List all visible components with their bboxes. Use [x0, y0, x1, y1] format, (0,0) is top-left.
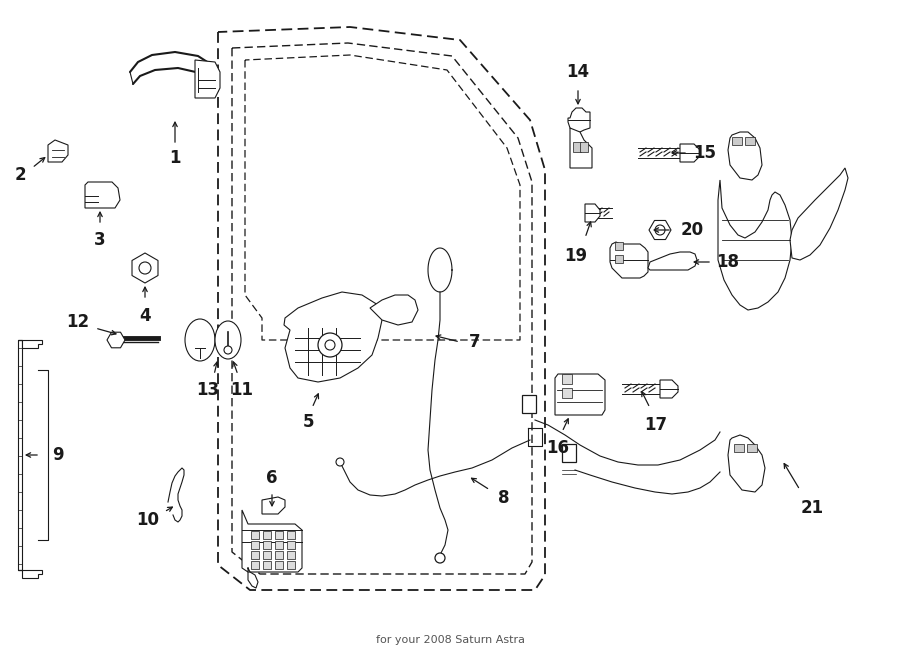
Bar: [732, 137, 742, 145]
Polygon shape: [728, 132, 762, 180]
Bar: [615, 255, 623, 263]
Bar: [522, 395, 536, 413]
Polygon shape: [195, 60, 220, 98]
Polygon shape: [610, 242, 648, 278]
Polygon shape: [718, 180, 792, 310]
Bar: [562, 388, 572, 398]
Bar: [747, 444, 757, 452]
Text: 2: 2: [14, 166, 26, 184]
Text: 1: 1: [169, 149, 181, 167]
Bar: [562, 444, 576, 462]
Polygon shape: [648, 252, 697, 270]
Polygon shape: [585, 204, 600, 222]
Ellipse shape: [185, 319, 215, 361]
Text: 6: 6: [266, 469, 278, 487]
Bar: [287, 531, 295, 539]
Polygon shape: [18, 570, 42, 578]
Polygon shape: [568, 108, 590, 132]
Bar: [275, 541, 283, 549]
Bar: [275, 531, 283, 539]
Circle shape: [139, 262, 151, 274]
Text: 21: 21: [800, 499, 824, 517]
Text: 12: 12: [67, 313, 90, 331]
Bar: [287, 541, 295, 549]
Polygon shape: [680, 144, 700, 162]
Text: 10: 10: [137, 511, 159, 529]
Bar: [251, 541, 259, 549]
Text: 16: 16: [546, 439, 570, 457]
Text: 8: 8: [499, 489, 509, 507]
Circle shape: [224, 346, 232, 354]
Polygon shape: [790, 168, 848, 260]
Circle shape: [336, 458, 344, 466]
Bar: [745, 137, 755, 145]
Circle shape: [435, 553, 445, 563]
Text: 13: 13: [196, 381, 220, 399]
Bar: [263, 531, 271, 539]
Polygon shape: [284, 292, 382, 382]
Bar: [263, 561, 271, 569]
Text: 19: 19: [564, 247, 588, 265]
Text: 14: 14: [566, 63, 590, 81]
Polygon shape: [370, 295, 418, 325]
Bar: [615, 242, 623, 250]
Polygon shape: [18, 340, 22, 570]
Bar: [562, 374, 572, 384]
Bar: [573, 142, 581, 152]
Polygon shape: [18, 340, 42, 348]
Bar: [275, 561, 283, 569]
Bar: [251, 531, 259, 539]
Bar: [263, 551, 271, 559]
Text: for your 2008 Saturn Astra: for your 2008 Saturn Astra: [375, 635, 525, 645]
Polygon shape: [132, 253, 158, 283]
Bar: [287, 561, 295, 569]
Text: 4: 4: [140, 307, 151, 325]
Polygon shape: [649, 220, 671, 240]
Text: 5: 5: [302, 413, 314, 431]
Bar: [734, 444, 744, 452]
Polygon shape: [262, 497, 285, 514]
Polygon shape: [728, 435, 765, 492]
Circle shape: [325, 340, 335, 350]
Bar: [287, 551, 295, 559]
Text: 7: 7: [469, 333, 481, 351]
Text: 20: 20: [680, 221, 704, 239]
Polygon shape: [660, 380, 678, 398]
Text: 15: 15: [694, 144, 716, 162]
Bar: [251, 551, 259, 559]
Polygon shape: [570, 128, 592, 168]
Circle shape: [318, 333, 342, 357]
Polygon shape: [107, 332, 125, 348]
Ellipse shape: [215, 321, 241, 359]
Polygon shape: [555, 374, 605, 415]
Bar: [263, 541, 271, 549]
Text: 17: 17: [644, 416, 668, 434]
Text: 9: 9: [52, 446, 64, 464]
Bar: [580, 142, 588, 152]
Text: 18: 18: [716, 253, 740, 271]
Text: 11: 11: [230, 381, 254, 399]
Bar: [275, 551, 283, 559]
Text: 3: 3: [94, 231, 106, 249]
Polygon shape: [85, 182, 120, 208]
Circle shape: [655, 225, 665, 235]
Polygon shape: [48, 140, 68, 162]
Polygon shape: [242, 510, 302, 572]
Bar: [251, 561, 259, 569]
